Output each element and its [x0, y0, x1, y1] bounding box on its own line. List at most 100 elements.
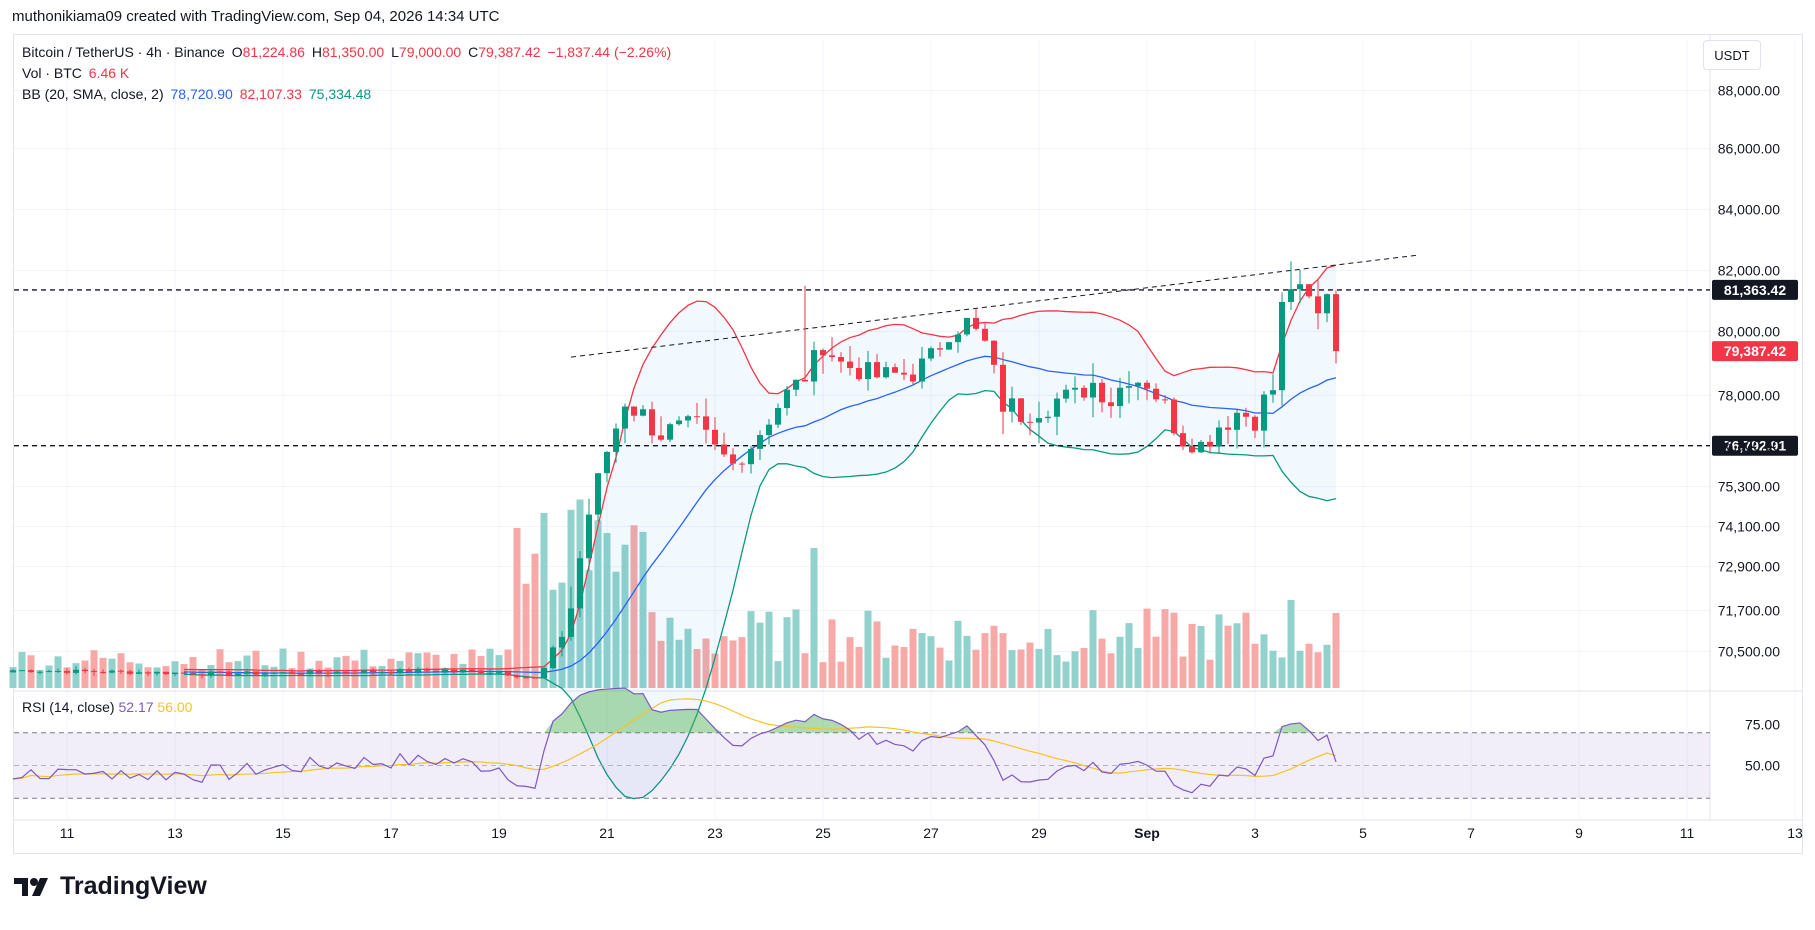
rsi-legend: RSI (14, close) 52.17 56.00 — [22, 699, 192, 715]
low-value: 79,000.00 — [398, 44, 462, 60]
price-axis-label: 84,000.00 — [1718, 202, 1780, 218]
volume-bar — [1251, 643, 1259, 688]
candle-body — [1018, 398, 1024, 422]
volume-bar — [81, 660, 89, 688]
candle-body — [82, 669, 88, 672]
rsi-value: 52.17 — [118, 699, 154, 715]
candle-body — [1225, 427, 1231, 430]
candle-body — [280, 672, 286, 674]
volume-bar — [216, 649, 224, 688]
candle-body — [1279, 302, 1285, 391]
bollinger-bands — [183, 264, 1337, 800]
candle-body — [136, 672, 142, 674]
candle-body — [37, 671, 43, 673]
candle-body — [415, 669, 421, 672]
candle-body — [433, 670, 439, 672]
volume-label[interactable]: Vol · BTC — [22, 65, 82, 81]
candle-body — [739, 463, 745, 465]
candle-body — [1144, 382, 1150, 389]
candle-body — [622, 406, 628, 429]
time-axis-label: 5 — [1359, 825, 1367, 841]
candle-body — [631, 406, 637, 416]
level-price-tag — [1712, 435, 1798, 456]
currency-button[interactable]: USDT — [1703, 40, 1761, 70]
volume-bar — [1107, 653, 1115, 688]
volume-bar — [963, 635, 971, 688]
volume-bar — [675, 639, 683, 688]
last-price-label: 79,387.42 — [1724, 343, 1786, 359]
time-axis-label: 27 — [923, 825, 939, 841]
candle-body — [1036, 418, 1042, 423]
volume-legend: Vol · BTC 6.46 K — [22, 65, 132, 81]
price-axis-label: 74,100.00 — [1718, 519, 1780, 535]
candle-body — [829, 355, 835, 358]
volume-bar — [162, 666, 170, 688]
high-value: 81,350.00 — [321, 44, 385, 60]
time-axis-label: 13 — [167, 825, 183, 841]
volume-bar — [792, 609, 800, 688]
candle-body — [1198, 441, 1204, 453]
time-axis-label: 29 — [1031, 825, 1047, 841]
candle-body — [1153, 388, 1159, 400]
volume-bar — [747, 611, 755, 688]
candle-body — [244, 671, 250, 674]
volume-bar — [153, 667, 161, 688]
bollinger-label[interactable]: BB (20, SMA, close, 2) — [22, 86, 164, 102]
price-chart[interactable]: 81,363.42 76,792.91 70,500.00 71,700.00 72,9… — [0, 0, 1815, 860]
candle-body — [532, 677, 538, 679]
volume-bar — [1188, 623, 1196, 688]
volume-bar — [288, 668, 296, 688]
candle-body — [1297, 284, 1303, 290]
volume-bar — [1125, 623, 1133, 688]
candle-body — [1324, 294, 1330, 314]
volume-bar — [837, 661, 845, 688]
volume-bar — [1044, 628, 1052, 688]
candle-body — [676, 420, 682, 425]
volume-bar — [927, 636, 935, 688]
volume-bar — [999, 633, 1007, 688]
volume-bar — [612, 571, 620, 688]
high-label: H — [311, 44, 322, 60]
brand-name: TradingView — [60, 872, 207, 900]
candle-body — [334, 671, 340, 674]
change-value: −1,837.44 (−2.26%) — [547, 44, 672, 60]
price-axis: 70,500.00 71,700.00 72,900.00 74,100.00 75,3… — [1718, 83, 1780, 660]
candle-body — [964, 317, 970, 335]
symbol-label[interactable]: Bitcoin / TetherUS · 4h · Binance — [22, 44, 225, 60]
volume-bar — [882, 657, 890, 688]
volume-bar — [1098, 638, 1106, 688]
rsi-ma-line — [12, 698, 1337, 780]
volume-bar — [1071, 651, 1079, 688]
chart-credit: muthonikiama09 created with TradingView.… — [12, 8, 500, 25]
volume-bar — [360, 649, 368, 688]
candle-body — [991, 340, 997, 365]
candle-body — [928, 348, 934, 359]
volume-bar — [1269, 650, 1277, 688]
time-axis-label: 3 — [1251, 825, 1259, 841]
rsi-label[interactable]: RSI (14, close) — [22, 699, 115, 715]
volume-bar — [936, 647, 944, 688]
candle-body — [541, 667, 547, 679]
candle-body — [1315, 296, 1321, 314]
volume-bar — [846, 637, 854, 688]
candle-body — [748, 448, 754, 465]
candle-body — [361, 670, 367, 674]
tradingview-logo[interactable]: TradingView — [14, 872, 207, 901]
volume-bar — [1305, 643, 1313, 688]
candle-body — [496, 672, 502, 674]
candle-body — [190, 673, 196, 675]
candle-body — [1207, 441, 1213, 447]
candle-body — [118, 670, 124, 672]
volume-bar — [279, 648, 287, 688]
price-axis-label: 86,000.00 — [1718, 141, 1780, 157]
volume-bar — [783, 617, 791, 688]
volume-bar — [378, 665, 386, 688]
candle-body — [775, 407, 781, 425]
close-value: 79,387.42 — [478, 44, 541, 60]
candle-body — [559, 636, 565, 648]
candle-body — [235, 673, 241, 676]
time-axis-label: 9 — [1575, 825, 1583, 841]
volume-bar — [1233, 623, 1241, 688]
volume-bar — [900, 647, 908, 688]
candle-body — [460, 669, 466, 671]
